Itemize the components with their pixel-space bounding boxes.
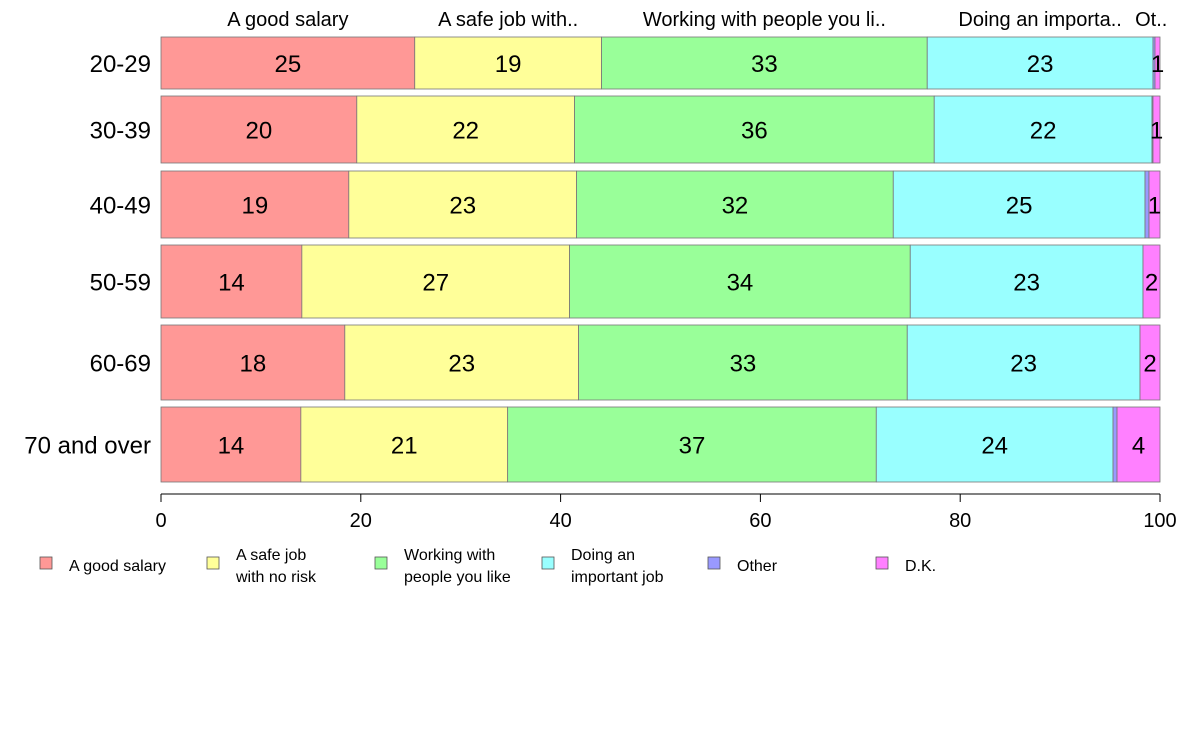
bar-segment [926, 36, 1154, 90]
bar-segment [1139, 324, 1161, 401]
x-tick-label: 20 [350, 510, 372, 532]
bar-segment [160, 324, 346, 401]
bar-segment [348, 170, 577, 239]
bar-segment [1152, 95, 1161, 164]
legend-swatch [875, 556, 889, 570]
data-label: 23 [1027, 51, 1054, 78]
bar-segment [1116, 406, 1161, 483]
y-tick-label: 50-59 [90, 270, 151, 297]
bar-segment [301, 244, 570, 319]
bar-segment [933, 95, 1153, 164]
data-label: 18 [240, 351, 267, 378]
legend-swatch [39, 556, 53, 570]
bar-segment [160, 244, 303, 319]
legend-swatch [707, 556, 721, 570]
bar-segment [344, 324, 579, 401]
bar-segment [578, 324, 908, 401]
data-label: 33 [751, 51, 778, 78]
data-label: 1 [1151, 51, 1164, 78]
data-label: 14 [218, 433, 245, 460]
bar-segment [574, 95, 935, 164]
bar-segment [414, 36, 602, 90]
bar-segment [892, 170, 1146, 239]
data-label: 4 [1132, 433, 1145, 460]
y-tick-label: 20-29 [90, 51, 151, 78]
data-label: 19 [495, 51, 522, 78]
bar-segment [601, 36, 928, 90]
data-label: 25 [275, 51, 302, 78]
bar-area: 25 19 33 23 120 22 36 22 119 23 32 25 114 27 34 23 218 23… [160, 36, 1164, 483]
top-label-5: Ot... [1135, 9, 1173, 31]
data-label: 22 [452, 118, 479, 145]
bar-segment [909, 244, 1144, 319]
top-label-2: A safe job with.. [438, 9, 578, 31]
x-tick-label: 0 [155, 510, 166, 532]
data-label: 23 [1013, 270, 1040, 297]
y-tick-label: 70 and over [24, 433, 151, 460]
bar-segment [356, 95, 575, 164]
bar-segment [1142, 244, 1161, 319]
data-label: 1 [1150, 118, 1163, 145]
legend-label: important job [571, 569, 664, 586]
data-label: 1 [1148, 193, 1161, 220]
y-axis-labels: 20-29 30-39 40-49 50-59 60-69 70 and over [24, 51, 151, 460]
data-label: 37 [679, 433, 706, 460]
bar-segment [160, 406, 302, 483]
data-label: 34 [727, 270, 754, 297]
data-label: 33 [730, 351, 757, 378]
x-tick-label: 100 [1143, 510, 1176, 532]
x-tick-label: 60 [749, 510, 771, 532]
data-label: 25 [1006, 193, 1033, 220]
legend-label: Doing an [571, 547, 635, 564]
bar-segment [576, 170, 894, 239]
legend-swatch [374, 556, 388, 570]
data-label: 23 [1010, 351, 1037, 378]
data-label: 27 [422, 270, 449, 297]
legend-label: A safe job [236, 547, 306, 564]
x-tick-label: 80 [949, 510, 971, 532]
legend-label: with no risk [235, 569, 317, 586]
legend-label: D.K. [905, 558, 936, 575]
top-label-3: Working with people you li.. [643, 9, 886, 31]
bar-segment [569, 244, 911, 319]
top-label-4: Doing an importa.. [958, 9, 1121, 31]
y-tick-label: 60-69 [90, 351, 151, 378]
data-label: 20 [246, 118, 273, 145]
bar-segment [906, 324, 1141, 401]
data-label: 23 [448, 351, 475, 378]
legend-label: Other [737, 558, 778, 575]
legend-label: A good salary [69, 558, 166, 575]
bar-segment [160, 36, 416, 90]
data-label: 14 [218, 270, 245, 297]
bar-segment [507, 406, 877, 483]
data-label: 24 [981, 433, 1008, 460]
bar-segment [160, 95, 358, 164]
top-label-1: A good salary [227, 9, 348, 31]
legend: A good salary A safe job with no risk Worki… [39, 547, 936, 586]
data-label: 2 [1143, 351, 1156, 378]
top-column-labels: A good salary A safe job with.. Working wi… [227, 9, 1173, 31]
data-label: 36 [741, 118, 768, 145]
x-axis: 0 20 40 60 80 100 [155, 493, 1177, 532]
x-tick-label: 40 [549, 510, 571, 532]
data-label: 19 [242, 193, 269, 220]
bar-segment [1154, 36, 1161, 90]
legend-label: Working with [404, 547, 495, 564]
data-label: 23 [449, 193, 476, 220]
data-label: 21 [391, 433, 418, 460]
data-label: 2 [1145, 270, 1158, 297]
data-label: 32 [722, 193, 749, 220]
y-tick-label: 30-39 [90, 118, 151, 145]
bar-segment [300, 406, 509, 483]
bar-segment [1148, 170, 1161, 239]
bar-segment [1112, 406, 1118, 483]
data-label: 22 [1030, 118, 1057, 145]
legend-swatch [541, 556, 555, 570]
legend-swatch [206, 556, 220, 570]
y-tick-label: 40-49 [90, 193, 151, 220]
legend-label: people you like [404, 569, 511, 586]
